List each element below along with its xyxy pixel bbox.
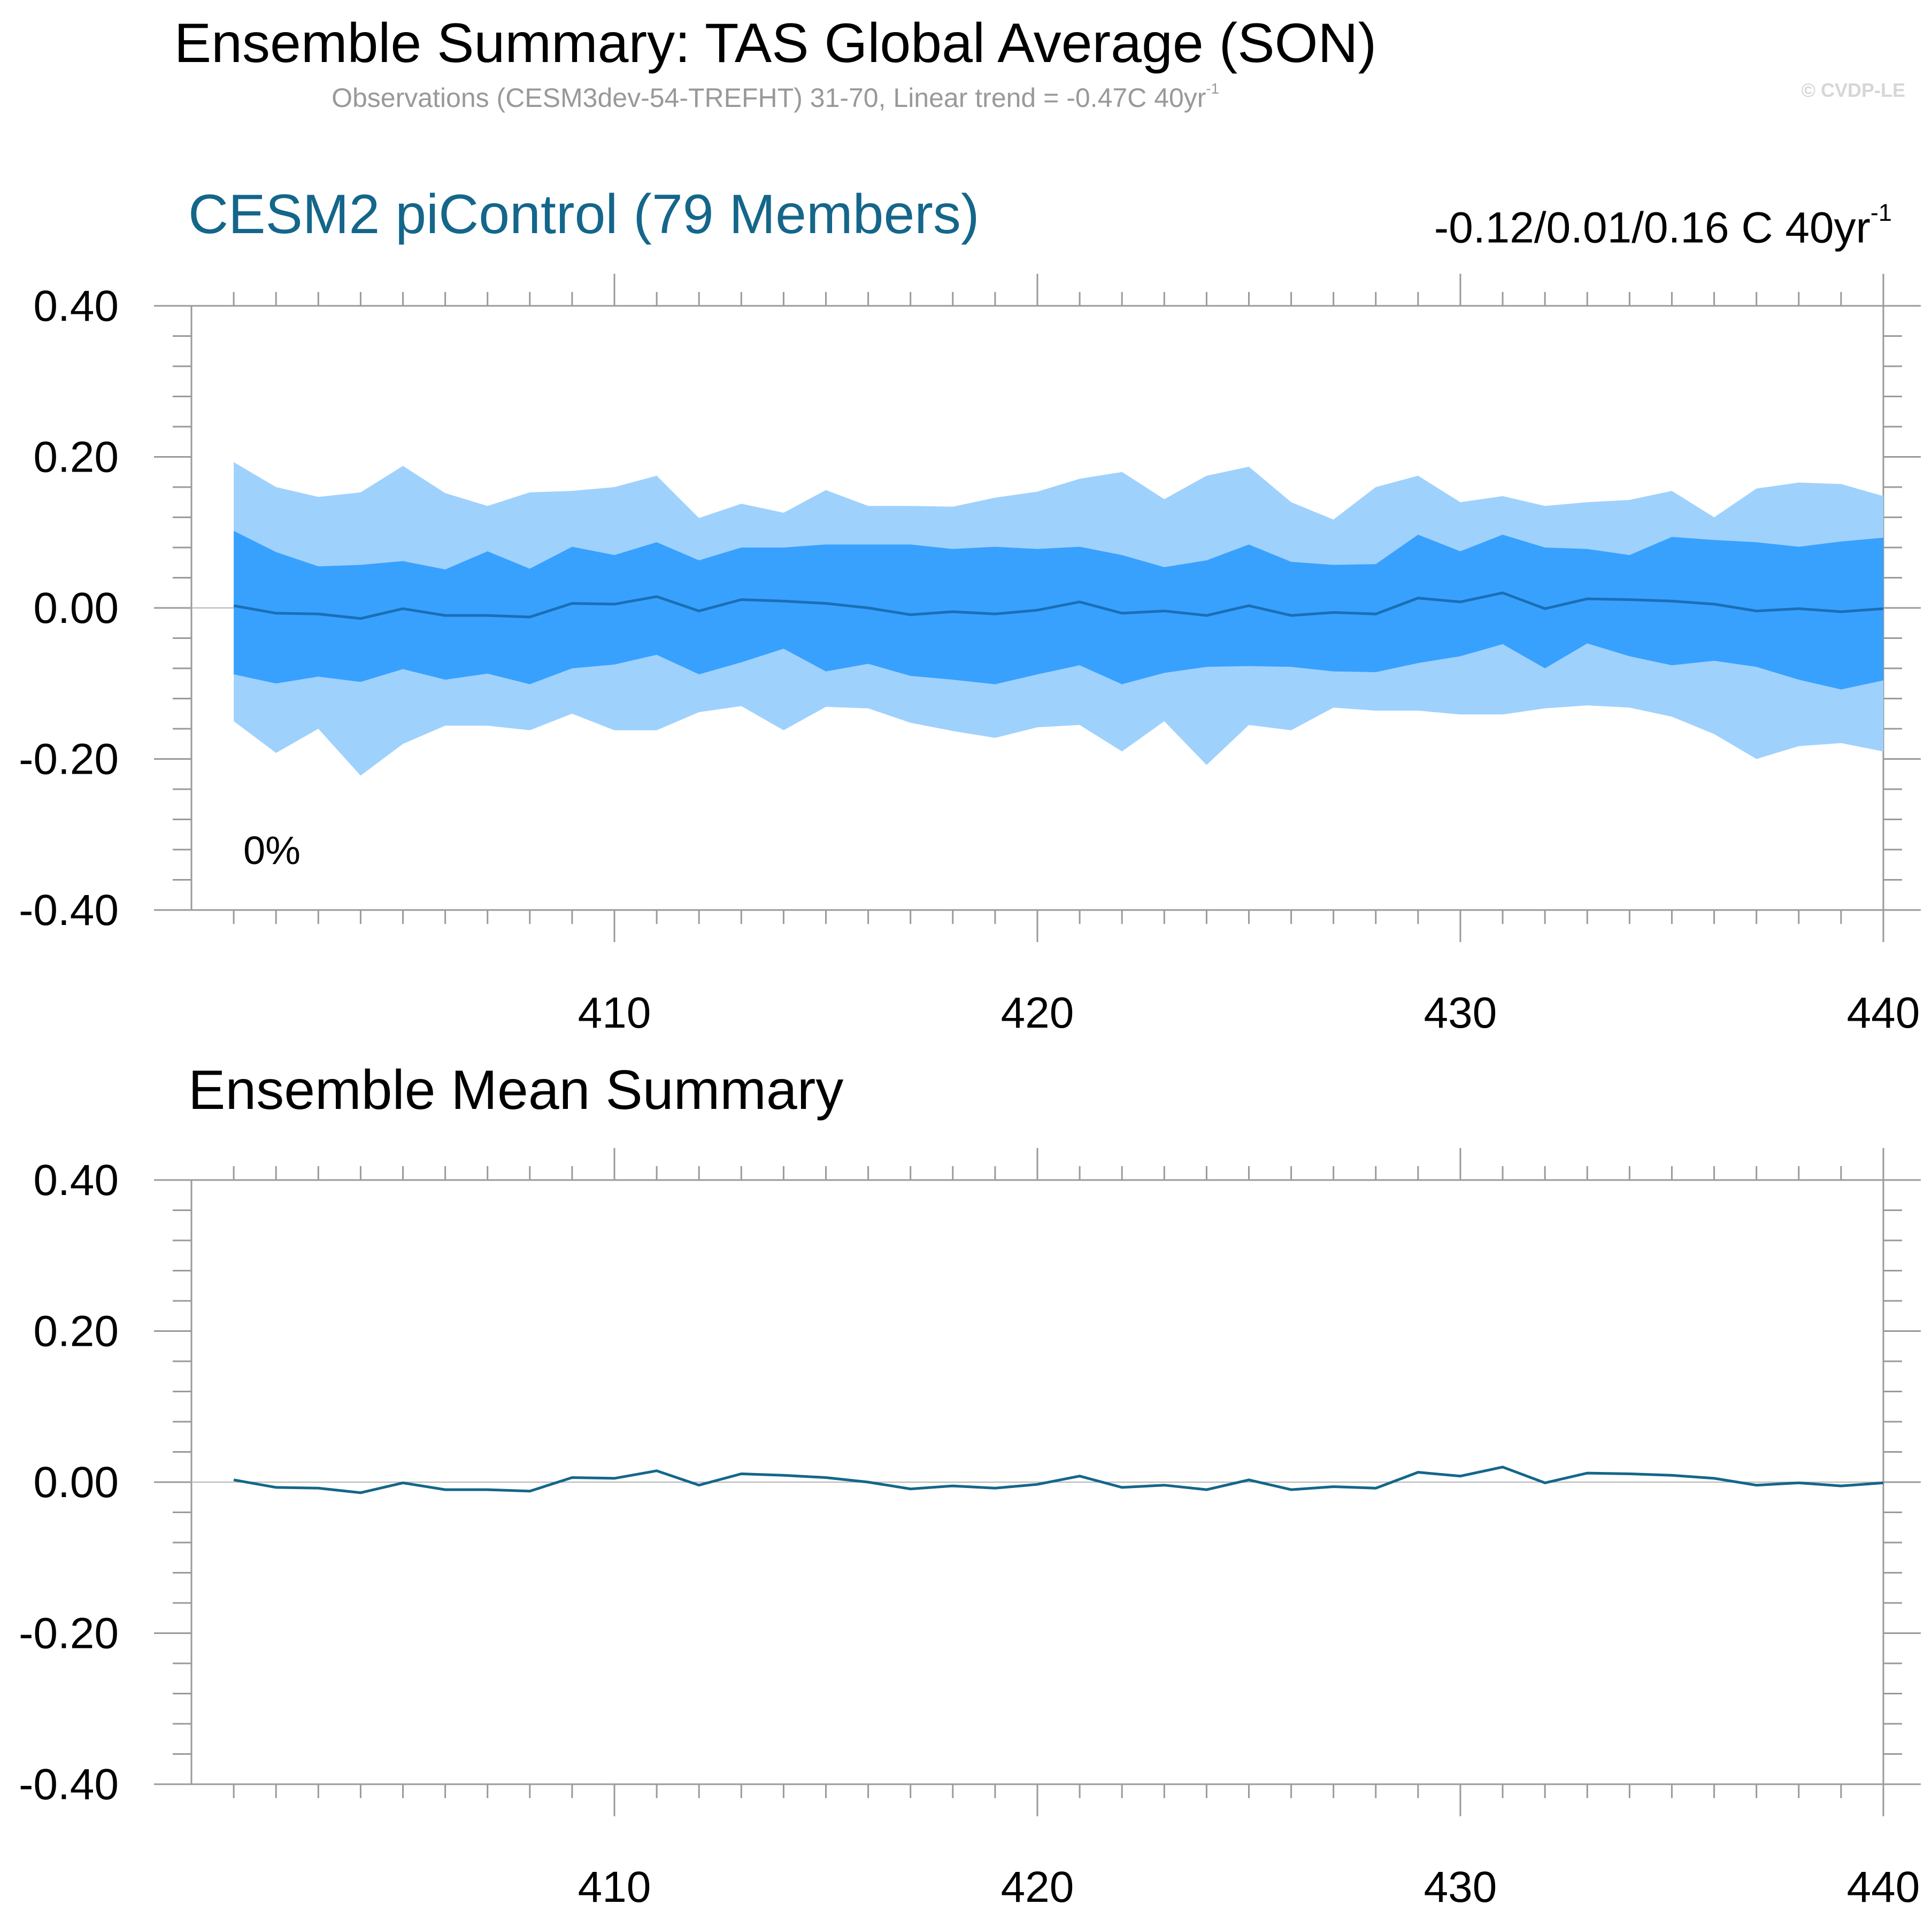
mean-series-line	[233, 1466, 1884, 1494]
panel1-trend-superscript: -1	[1870, 199, 1892, 226]
y-tick-label: -0.40	[19, 886, 119, 935]
panel1-percent-annotation: 0%	[243, 828, 301, 873]
y-tick-label: -0.20	[19, 735, 119, 784]
figure-subtitle: Observations (CESM3dev-54-TREFHT) 31-70,…	[0, 80, 1551, 113]
subtitle-superscript: -1	[1206, 80, 1219, 97]
subtitle-text: Observations (CESM3dev-54-TREFHT) 31-70,…	[332, 82, 1206, 113]
panel2-title: Ensemble Mean Summary	[188, 1059, 844, 1121]
ensemble-mean-line	[233, 591, 1884, 620]
panel1-trend-label: -0.12/0.01/0.16 C 40yr-1	[1434, 199, 1892, 253]
y-tick-label: 0.20	[33, 1307, 119, 1356]
x-tick-label: 440	[1847, 989, 1920, 1037]
panel2-plot: 410 420 430 440 0.40 0.20 0.00 -0.20 -0.40	[19, 1148, 1921, 1911]
x-tick-label: 410	[578, 989, 651, 1037]
x-tick-label: 410	[578, 1863, 651, 1911]
y-tick-label: 0.20	[33, 433, 119, 482]
x-tick-label: 430	[1424, 1863, 1497, 1911]
y-tick-label: 0.40	[33, 282, 119, 330]
x-tick-label: 430	[1424, 989, 1497, 1037]
x-tick-label: 420	[1001, 989, 1074, 1037]
x-tick-label: 420	[1001, 1863, 1074, 1911]
panel1-title: CESM2 piControl (79 Members)	[188, 183, 980, 245]
y-tick-label: -0.20	[19, 1609, 119, 1658]
copyright-label: © CVDP-LE	[1801, 79, 1905, 101]
x-tick-label: 440	[1847, 1863, 1920, 1911]
y-tick-label: 0.00	[33, 1458, 119, 1507]
figure-title: Ensemble Summary: TAS Global Average (SO…	[174, 12, 1377, 74]
panel1-plot: 410 420 430 440 0.40 0.20 0.00 -0.20 -0.40	[19, 274, 1921, 1037]
y-tick-label: -0.40	[19, 1760, 119, 1809]
y-tick-label: 0.40	[33, 1156, 119, 1205]
y-tick-label: 0.00	[33, 584, 119, 633]
inner-percentile-band	[234, 530, 1883, 690]
panel1-trend-text: -0.12/0.01/0.16 C 40yr	[1434, 203, 1871, 252]
